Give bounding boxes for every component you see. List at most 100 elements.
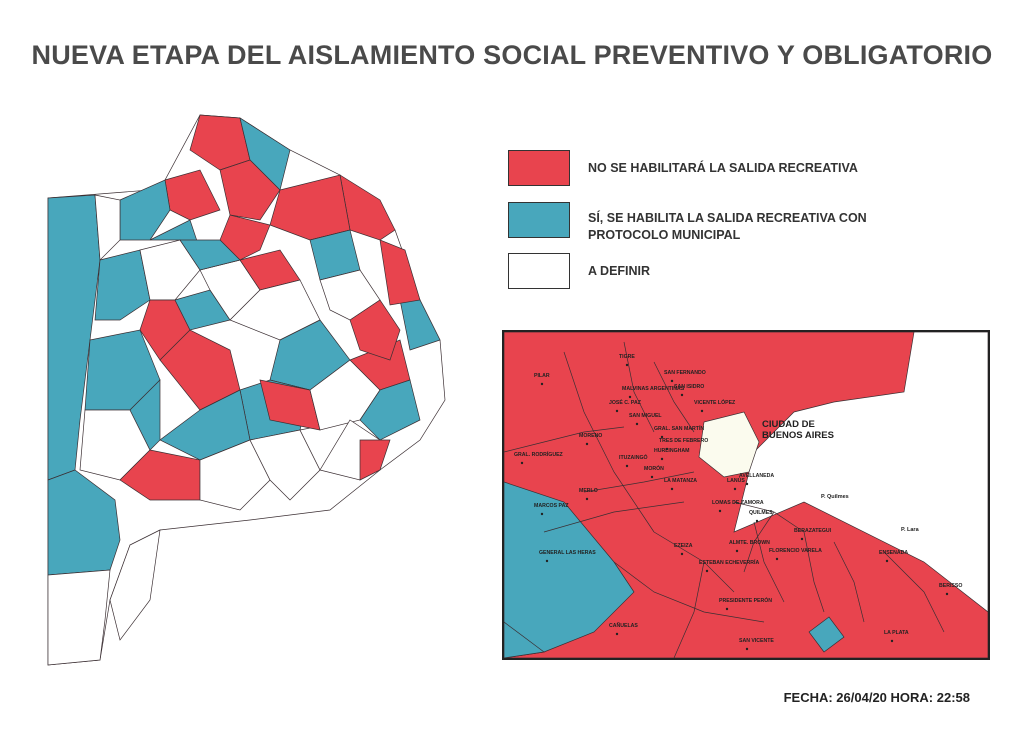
province-districts [47,114,446,666]
district-border [883,551,945,633]
municipality-label: HURLINGHAM [654,448,689,454]
municipality-label: ENSENADA [879,550,908,556]
district-border [563,351,655,533]
province-map [47,114,446,666]
municipality-label: TRES DE FEBRERO [659,438,708,444]
district-border [543,501,685,533]
page-title: NUEVA ETAPA DEL AISLAMIENTO SOCIAL PREVE… [31,40,993,70]
district-border [673,561,705,658]
municipality-label: GENERAL LAS HERAS [539,550,596,556]
municipality-dot [665,447,669,451]
municipality-dot [680,393,684,397]
municipality-dot [625,363,629,367]
municipality-label: AVELLANEDA [739,473,774,479]
municipality-dot [705,569,709,573]
municipality-dot [725,607,729,611]
legend-swatch-white [508,253,570,289]
province-district-shape [379,239,421,306]
municipality-label: LA PLATA [884,630,909,636]
municipality-label: SAN ISIDRO [674,384,704,390]
province-district-shape [219,214,271,261]
municipality-dot [700,409,704,413]
municipality-dot [890,639,894,643]
municipality-dot [635,422,639,426]
province-district-shape [94,194,121,261]
municipality-label: QUILMES [749,510,773,516]
municipality-dot [628,395,632,399]
caba-label: CIUDAD DE BUENOS AIRES [762,419,834,441]
province-district-shape [159,329,241,411]
province-district-shape [139,239,201,301]
municipality-label: LANÚS [727,477,745,484]
municipality-dot [735,549,739,553]
municipality-dot [520,461,524,465]
inset-districts [504,332,988,658]
municipality-label: BERISSO [939,583,962,589]
municipality-dot [745,647,749,651]
municipality-label: FLORENCIO VARELA [769,548,822,554]
municipality-dot [540,382,544,386]
district-border [504,426,625,453]
legend-swatch-teal [508,202,570,238]
province-district-shape [349,299,401,361]
municipality-label: SAN VICENTE [739,638,774,644]
municipality-dot [625,464,629,468]
municipality-dot [745,482,749,486]
municipality-dot [885,559,889,563]
municipality-dot [718,509,722,513]
legend-label: SÍ, SE HABILITA LA SALIDA RECREATIVA CON… [588,211,867,242]
municipality-label: MORÓN [644,464,664,472]
province-district-shape [94,249,151,321]
inset-district-shape [698,411,760,478]
municipality-label: SAN MIGUEL [629,413,662,419]
district-border [753,521,785,603]
municipality-label: LOMAS DE ZAMORA [712,500,764,506]
legend-label: A DEFINIR [588,264,651,278]
municipality-label: LA MATANZA [664,478,697,484]
municipality-label: JOSÉ C. PAZ [609,398,642,406]
municipality-dot [755,519,759,523]
province-district-shape [219,159,281,221]
municipality-dot [800,537,804,541]
district-border [623,341,655,433]
municipality-dot [670,487,674,491]
legend-label: NO SE HABILITARÁ LA SALIDA RECREATIVA [588,161,858,175]
province-district-shape [179,239,241,271]
municipality-dot [945,592,949,596]
inset-district-shape [808,616,845,653]
district-border [583,471,695,493]
municipality-dot [585,442,589,446]
district-border [833,541,865,623]
municipality-label: MARCOS PAZ [534,503,569,509]
municipality-dot [615,632,619,636]
municipality-dot [615,409,619,413]
municipality-label: MERLO [579,488,598,494]
municipality-label: TIGRE [619,354,635,360]
municipality-label: BERAZATEGUI [794,528,832,534]
municipality-label: ITUZAINGÓ [619,453,648,461]
municipality-dot [680,552,684,556]
province-district-shape [129,379,161,451]
province-district-shape [249,429,321,501]
legend-swatch-red [508,150,570,186]
municipality-label: EZEIZA [674,543,693,549]
inset-district-shape [504,621,545,658]
municipality-label: GRAL. SAN MARTÍN [654,424,704,432]
district-border [743,511,775,573]
inset-district-shape [504,332,988,658]
municipality-label: PILAR [534,373,550,379]
municipality-dot [733,487,737,491]
municipality-label: ESTEBAN ECHEVERRÍA [699,558,759,566]
municipality-label: MALVINAS ARGENTINAS [622,386,685,392]
amba-inset-map: CIUDAD DE BUENOS AIRES P. Quilmes P. Lar… [502,330,990,660]
province-district-shape [199,439,271,511]
province-district-shape [47,569,111,666]
district-border [803,531,825,613]
district-border [653,361,695,433]
municipality-dot [660,457,664,461]
municipality-label: SAN FERNANDO [664,370,706,376]
municipality-label: ALMTE. BROWN [729,540,770,546]
footer-date: FECHA: 26/04/20 HORA: 22:58 [783,690,970,705]
province-district-shape [359,439,391,481]
district-border [613,561,765,623]
